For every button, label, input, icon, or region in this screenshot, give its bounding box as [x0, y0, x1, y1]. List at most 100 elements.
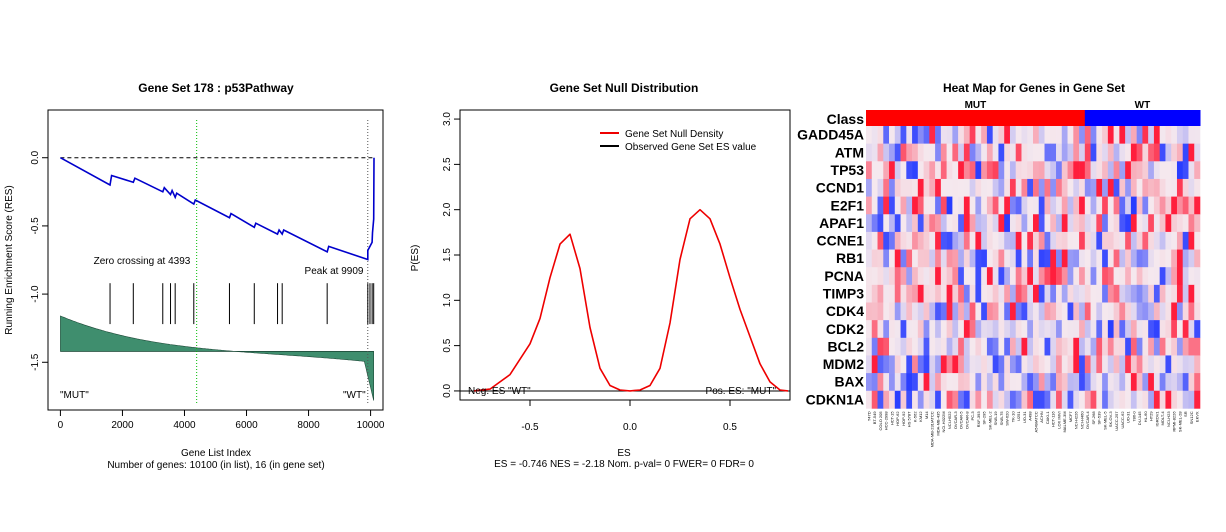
heatmap-cell: [917, 302, 924, 321]
heatmap-cell: [952, 284, 959, 303]
heatmap-cell: [1073, 267, 1080, 286]
sample-label: MDA-MB-231/ATCC: [930, 411, 935, 447]
heatmap-cell: [1061, 373, 1068, 392]
heatmap-cell: [1038, 302, 1045, 321]
heatmap-cell: [969, 196, 976, 215]
heatmap-cell: [912, 337, 919, 356]
zero-crossing-label: Zero crossing at 4393: [94, 256, 191, 267]
heatmap-cell: [1182, 231, 1189, 250]
heatmap-cell: [923, 302, 930, 321]
heatmap-cell: [1142, 196, 1149, 215]
heatmap-cell: [940, 373, 947, 392]
peak-label: Peak at 9909: [305, 266, 364, 277]
heatmap-cell: [900, 284, 907, 303]
heatmap-cell: [1153, 355, 1160, 374]
gene-label: TIMP3: [823, 286, 864, 302]
heatmap-cell: [1119, 267, 1126, 286]
heatmap-cell: [912, 196, 919, 215]
heatmap-cell: [1021, 267, 1028, 286]
heatmap-cell: [871, 373, 878, 392]
heatmap-cell: [1125, 231, 1132, 250]
heatmap-cell: [958, 390, 965, 409]
heatmap-cell: [877, 231, 884, 250]
heatmap-cell: [969, 267, 976, 286]
heatmap-cell: [981, 214, 988, 233]
heatmap-cell: [1056, 126, 1063, 144]
heatmap-cell: [963, 320, 970, 339]
heatmap-cell: [1073, 178, 1080, 197]
sample-label: OVCAR-3: [953, 411, 958, 430]
heatmap-cell: [1027, 284, 1034, 303]
heatmap-cell: [883, 178, 890, 197]
sample-label: LOX IMVI: [1056, 411, 1061, 428]
heatmap-cell: [877, 178, 884, 197]
heatmap-cell: [1176, 267, 1184, 286]
heatmap-cell: [877, 373, 884, 392]
heatmap-cell: [992, 390, 999, 409]
heatmap-cell: [1102, 390, 1109, 409]
heatmap-cell: [1015, 161, 1022, 180]
heatmap-cell: [946, 320, 953, 339]
heatmap-cell: [912, 302, 919, 321]
heatmap-cell: [883, 302, 890, 321]
heatmap-cell: [1027, 214, 1034, 233]
heatmap-cell: [946, 126, 953, 144]
heatmap-cell: [1096, 267, 1103, 286]
heatmap-cell: [1056, 390, 1063, 409]
heatmap-cell: [1119, 143, 1126, 162]
heatmap-cell: [871, 249, 878, 268]
sample-label: A549/ATCC: [1033, 411, 1038, 432]
heatmap-cell: [1021, 143, 1028, 162]
heatmap-cell: [1130, 161, 1137, 180]
sample-label: OVCAR-5: [959, 411, 964, 430]
heatmap-cells: [866, 126, 1201, 409]
x-tick-label: 10000: [357, 420, 385, 431]
gene-label: CDK2: [826, 321, 864, 337]
sample-label: T47D: [866, 411, 871, 421]
heatmap-cell: [1061, 178, 1068, 197]
heatmap-cell: [1033, 320, 1040, 339]
x-tick-label: 0: [58, 420, 64, 431]
heatmap-cell: [1176, 178, 1184, 197]
heatmap-cell: [1142, 373, 1149, 392]
heatmap-cell: [1096, 355, 1103, 374]
heatmap-cell: [1142, 284, 1149, 303]
heatmap-cell: [1067, 196, 1074, 215]
heatmap-cell: [1159, 302, 1166, 321]
heatmap-cell: [889, 161, 896, 180]
heatmap-cell: [1159, 320, 1166, 339]
heatmap-cell: [1102, 355, 1109, 374]
heatmap-cell: [1107, 231, 1114, 250]
heatmap-cell: [883, 161, 890, 180]
heatmap-cell: [1194, 284, 1201, 303]
heatmap-cell: [940, 390, 947, 409]
heatmap-cell: [1107, 284, 1114, 303]
heatmap-cell: [917, 178, 924, 197]
heatmap-cell: [877, 355, 884, 374]
heatmap-cell: [992, 178, 999, 197]
heatmap-cell: [1056, 355, 1063, 374]
heatmap-cell: [1044, 231, 1051, 250]
heatmap-cell: [917, 143, 924, 162]
null-distribution-frame: [459, 109, 791, 401]
heatmap-cell: [1182, 214, 1189, 233]
sample-label: MOLT-4: [1160, 411, 1165, 426]
heatmap-cell: [1165, 302, 1172, 321]
sample-label: NCI-H23: [1166, 411, 1171, 427]
heatmap-cell: [1044, 320, 1051, 339]
heatmap-title: Heat Map for Genes in Gene Set: [943, 81, 1125, 95]
heatmap-cell: [906, 355, 913, 374]
heatmap-cell: [1102, 231, 1109, 250]
heatmap-cell: [883, 267, 890, 286]
heatmap-cell: [975, 214, 982, 233]
heatmap-cell: [1136, 284, 1143, 303]
heatmap-cell: [917, 320, 924, 339]
heatmap-cell: [1073, 126, 1080, 144]
heatmap-cell: [1194, 231, 1201, 250]
heatmap-cell: [1171, 355, 1178, 374]
heatmap-cell: [986, 267, 993, 286]
heatmap-cell: [1056, 267, 1063, 286]
heatmap-cell: [1159, 390, 1166, 409]
heatmap-cell: [1009, 302, 1017, 321]
heatmap-cell: [1130, 126, 1137, 144]
